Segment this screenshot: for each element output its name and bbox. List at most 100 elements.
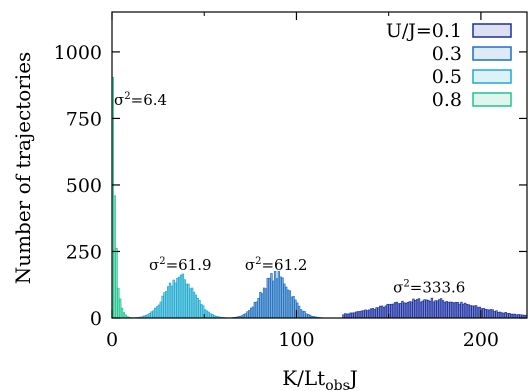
histogram-bar-2: [251, 306, 255, 319]
x-axis-title-main: K/Lt: [282, 366, 325, 390]
histogram-bar-2: [286, 289, 290, 319]
histogram-bar-3: [187, 283, 190, 319]
histogram-bar-1: [506, 313, 509, 319]
histogram-bar-1: [456, 302, 459, 319]
histogram-bar-3: [170, 285, 174, 319]
histogram-bar-3: [157, 304, 161, 319]
histogram-bar-4: [115, 247, 118, 319]
histogram-bar-1: [443, 301, 446, 319]
histogram-bar-2: [299, 309, 303, 319]
histogram-bar-1: [460, 301, 463, 319]
histogram-bar-2: [255, 301, 258, 319]
histogram-bar-1: [495, 310, 498, 319]
histogram-bar-2: [283, 283, 286, 319]
y-tick-label: 1000: [54, 42, 102, 64]
histogram-bar-4: [122, 312, 126, 319]
x-axis-title-subscript: obs: [325, 378, 350, 391]
histogram-bar-3: [194, 294, 197, 319]
histogram-bar-1: [434, 300, 437, 319]
histogram-bar-3: [159, 301, 162, 319]
histogram-bar-1: [419, 301, 423, 319]
histogram-bar-4: [120, 307, 124, 319]
histogram-bar-1: [347, 313, 351, 319]
histogram-bar-3: [161, 295, 164, 319]
histogram-bar-1: [436, 300, 439, 319]
histogram-bar-1: [449, 301, 452, 319]
histogram-bar-3: [174, 282, 177, 319]
legend: U/J=0.10.30.50.8: [386, 20, 512, 111]
histogram-bar-2: [292, 296, 295, 319]
histogram-bar-1: [458, 303, 461, 319]
histogram-bar-1: [351, 312, 354, 319]
y-tick-label: 500: [66, 175, 102, 197]
histogram-bar-4: [117, 287, 120, 319]
histogram-bar-1: [475, 305, 478, 319]
histogram-bar-1: [473, 305, 476, 319]
x-tick-label: 100: [278, 329, 314, 351]
histogram-bar-1: [438, 299, 441, 319]
histogram-bar-1: [379, 305, 382, 319]
histogram-bar-1: [360, 310, 363, 319]
histogram-bar-1: [484, 308, 487, 319]
histogram-bar-2: [249, 307, 253, 319]
x-axis-title: K/LtobsJ: [282, 366, 358, 391]
legend-label: U/J=0.1: [386, 20, 462, 42]
histogram-bar-1: [428, 300, 432, 319]
histogram-bar-1: [417, 298, 421, 319]
histogram-bar-1: [489, 309, 493, 319]
histogram-bar-2: [259, 291, 262, 319]
histogram-bar-1: [356, 311, 360, 319]
histogram-bar-3: [152, 310, 155, 319]
histogram-bar-3: [183, 279, 186, 319]
histogram-bar-1: [355, 311, 358, 319]
x-tick-label: 200: [463, 329, 499, 351]
histogram-bar-1: [410, 301, 413, 319]
histogram-bar-1: [471, 305, 474, 319]
histogram-bar-1: [404, 302, 408, 319]
histogram-bar-1: [390, 303, 393, 319]
histogram-bar-2: [272, 280, 275, 319]
histogram-bar-3: [165, 291, 168, 319]
histogram-bar-3: [166, 286, 170, 319]
histogram-bar-1: [427, 299, 430, 319]
histogram-bar-1: [430, 297, 434, 319]
histogram-bar-2: [303, 311, 306, 319]
y-axis-title: Number of trajectories: [11, 52, 35, 285]
legend-swatch: [472, 92, 512, 107]
histogram-bar-3: [196, 297, 199, 319]
histogram-bar-2: [288, 290, 292, 319]
histogram-bar-1: [349, 312, 352, 319]
histogram-bar-1: [397, 303, 400, 319]
histogram-bar-1: [392, 303, 395, 319]
histogram-bar-1: [462, 303, 465, 319]
histogram-bar-2: [281, 277, 284, 319]
histogram-bar-1: [377, 307, 380, 319]
histogram-bar-3: [178, 276, 181, 319]
histogram-bar-1: [368, 309, 371, 319]
histogram-bar-2: [262, 287, 266, 319]
histogram-bar-3: [189, 288, 192, 319]
variance-label: σ2=333.6: [393, 279, 465, 297]
histogram-bar-1: [401, 300, 404, 319]
variance-annotations: σ2=6.4 σ2=61.9 σ2=61.2 σ2=333.6: [114, 91, 465, 297]
histogram-bar-1: [384, 305, 387, 319]
histogram-bar-1: [452, 302, 456, 319]
histogram-bar-3: [148, 312, 151, 319]
histogram-bar-3: [185, 283, 188, 319]
histogram-bar-1: [344, 313, 347, 319]
plot-frame: [111, 11, 528, 319]
histogram-bar-1: [362, 310, 365, 319]
histogram-bar-1: [491, 309, 494, 319]
histogram-bar-1: [369, 308, 373, 319]
histogram-bar-1: [476, 307, 480, 319]
histogram-bar-1: [412, 298, 415, 319]
histogram-bar-4: [113, 195, 116, 319]
histogram-bar-1: [445, 301, 448, 319]
histogram-bar-1: [380, 305, 384, 319]
histogram-bar-1: [403, 302, 406, 319]
histogram-bar-1: [441, 300, 445, 319]
histogram-bar-1: [371, 308, 375, 319]
histogram-bar-1: [432, 301, 435, 319]
histogram-bar-3: [150, 311, 153, 319]
histogram-bar-1: [469, 305, 472, 319]
